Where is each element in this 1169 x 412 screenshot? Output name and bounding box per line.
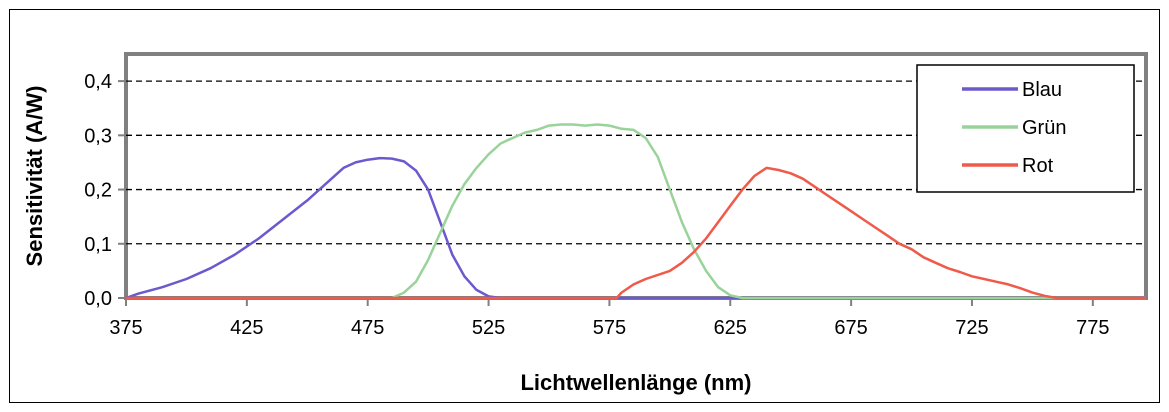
x-tick-label: 375 xyxy=(109,317,142,339)
x-tick-label: 575 xyxy=(593,317,626,339)
legend-label: Grün xyxy=(1022,117,1066,139)
x-tick-label: 525 xyxy=(472,317,505,339)
chart-frame xyxy=(9,9,1160,403)
x-tick-label: 625 xyxy=(714,317,747,339)
x-tick-label: 425 xyxy=(230,317,263,339)
y-tick-labels: 0,0 0,1 0,2 0,3 0,4 xyxy=(84,71,112,310)
series-line-rot xyxy=(126,166,1146,300)
legend-label: Blau xyxy=(1022,79,1062,101)
legend: Blau Grün Rot xyxy=(916,64,1135,193)
x-tick-labels: 375 425 475 525 575 625 675 725 775 xyxy=(109,317,1109,339)
series-lines xyxy=(125,123,1146,300)
x-tick-label: 475 xyxy=(351,317,384,339)
series-line-blau xyxy=(125,156,1146,300)
x-tick-label: 775 xyxy=(1076,317,1109,339)
legend-box xyxy=(916,64,1135,193)
series-line-grün xyxy=(391,123,1146,300)
x-axis-title: Lichtwellenlänge (nm) xyxy=(520,370,751,395)
y-tick-label: 0,2 xyxy=(84,180,112,202)
x-tick-label: 675 xyxy=(834,317,867,339)
legend-label: Rot xyxy=(1022,155,1054,177)
y-axis-title: Sensitivität (A/W) xyxy=(22,86,47,267)
y-tick-label: 0,4 xyxy=(84,71,112,93)
x-tick-label: 725 xyxy=(955,317,988,339)
y-tick-label: 0,1 xyxy=(84,234,112,256)
y-tick-label: 0,3 xyxy=(84,125,112,147)
y-tick-label: 0,0 xyxy=(84,288,112,310)
